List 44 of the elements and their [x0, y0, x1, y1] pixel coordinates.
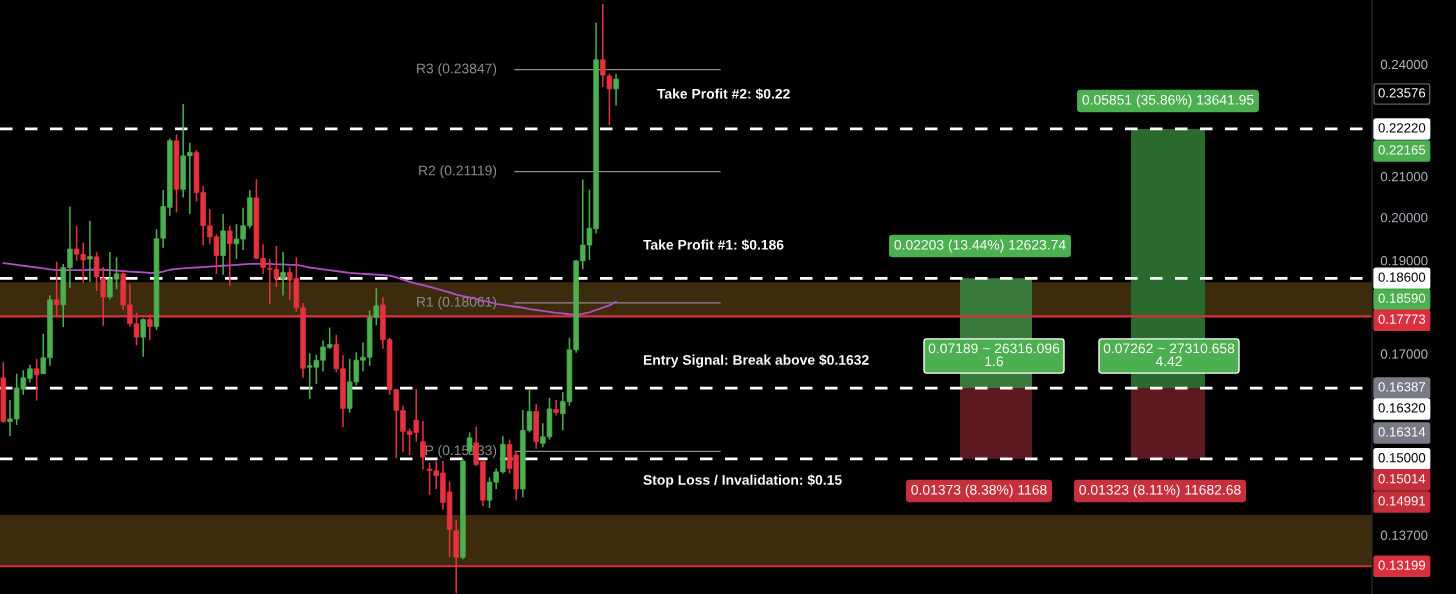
candlestick [53, 260, 60, 318]
ref-line-label: 0.22220 [1378, 123, 1426, 133]
candlestick [93, 251, 100, 292]
annotation: 0.01323 (8.11%) 11682.68 [1079, 484, 1241, 498]
annotation: 0.07262 ~ 27310.658 4.42 [1103, 343, 1235, 367]
text: 0.15014 [1378, 474, 1426, 484]
candlestick [613, 73, 619, 107]
candlestick [100, 266, 106, 327]
annotation: Take Profit #1: $0.186 [643, 239, 784, 251]
text: 0.16314 [1378, 427, 1426, 437]
candlestick [420, 420, 426, 471]
candlestick [227, 225, 233, 287]
text: 0.14991 [1378, 496, 1426, 506]
y-tick-label: 0.19000 [1380, 255, 1428, 266]
y-tick-label: 0.21000 [1380, 171, 1428, 182]
text: 0.23576 [1378, 88, 1426, 98]
ref-line-label: 0.17773 [1378, 314, 1426, 324]
ref-line-label: R1 (0.18061) [417, 296, 497, 310]
y-tick-label: 0.20000 [1380, 212, 1428, 223]
y-tick-label: 0.13700 [1380, 530, 1428, 540]
annotation: Stop Loss / Invalidation: $0.15 [643, 474, 842, 488]
ref-line-label: 0.18600 [1378, 272, 1426, 282]
candlestick [140, 317, 146, 358]
annotation: Take Profit #2: $0.22 [657, 88, 790, 100]
ref-line-label: 0.15000 [1378, 453, 1426, 463]
candlestick [33, 357, 40, 402]
text: 0.22165 [1378, 145, 1426, 155]
ref-line-label: R2 (0.21119) [419, 165, 497, 179]
y-tick-label: 0.17000 [1380, 349, 1428, 359]
annotation: 0.05851 (35.86%) 13641.95 [1082, 94, 1254, 108]
candlestick [553, 399, 559, 417]
annotation: 0.01373 (8.38%) 1168 [911, 484, 1047, 498]
candlestick [280, 250, 286, 297]
candlestick [147, 313, 153, 341]
annotation: 0.07189 ~ 26316.096 1.6 [928, 343, 1060, 367]
ref-line-label: 0.13199 [1378, 560, 1426, 570]
y-tick-label: 0.24000 [1380, 59, 1428, 70]
annotation: 0.02203 (13.44%) 12623.74 [894, 239, 1066, 253]
text: 0.18590 [1378, 293, 1426, 303]
candlestick [87, 219, 93, 283]
ref-line-label: 0.16320 [1378, 403, 1426, 413]
text: 0.16387 [1378, 382, 1426, 392]
annotation: Entry Signal: Break above $0.1632 [643, 354, 869, 368]
ref-line-label: R3 (0.23847) [417, 63, 497, 77]
